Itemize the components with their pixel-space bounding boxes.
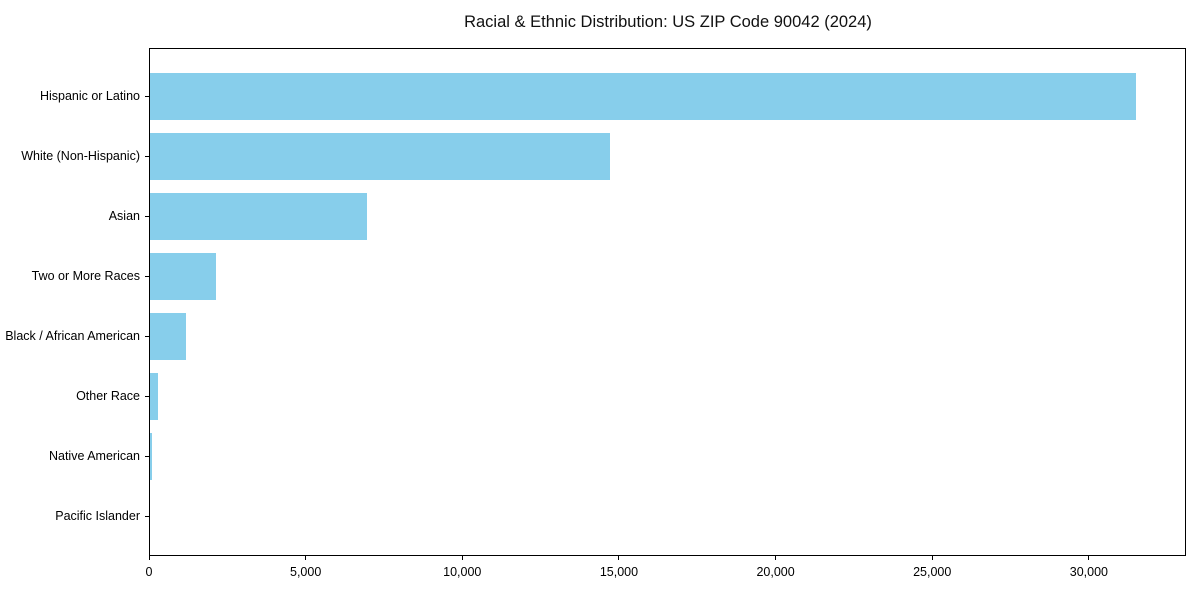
- y-tick-mark: [145, 395, 149, 397]
- y-tick-mark: [145, 155, 149, 157]
- x-tick-mark: [148, 556, 150, 560]
- x-tick-label-15000: 15,000: [599, 565, 639, 579]
- bar-native-american: [150, 432, 152, 480]
- plot-area: [149, 48, 1186, 556]
- y-tick-mark: [145, 215, 149, 217]
- x-tick-mark: [931, 556, 933, 560]
- bar-other-race: [150, 372, 159, 420]
- x-tick-label-0: 0: [145, 565, 153, 579]
- y-tick-label-other-race: Other Race: [76, 389, 140, 403]
- chart-title: Racial & Ethnic Distribution: US ZIP Cod…: [464, 13, 872, 31]
- bar-hispanic-or-latino: [150, 72, 1136, 120]
- y-tick-label-two-or-more-races: Two or More Races: [31, 269, 140, 283]
- y-tick-label-hispanic-or-latino: Hispanic or Latino: [39, 89, 140, 103]
- x-tick-label-25000: 25,000: [913, 565, 952, 579]
- y-tick-mark: [145, 275, 149, 277]
- y-tick-mark: [145, 335, 149, 337]
- y-tick-label-white-non-hispanic: White (Non-Hispanic): [21, 149, 140, 163]
- x-tick-label-10000: 10,000: [443, 565, 482, 579]
- x-tick-mark: [618, 556, 620, 560]
- bar-asian: [150, 192, 367, 240]
- bar-two-or-more-races: [150, 252, 217, 300]
- y-tick-label-native-american: Native American: [48, 449, 140, 463]
- y-tick-label-asian: Asian: [108, 209, 140, 223]
- y-tick-label-black-african-american: Black / African American: [5, 329, 140, 343]
- x-tick-label-5000: 5,000: [290, 565, 322, 579]
- bar-white-non-hispanic: [150, 132, 610, 180]
- x-tick-mark: [461, 556, 463, 560]
- x-tick-mark: [775, 556, 777, 560]
- x-tick-label-20000: 20,000: [756, 565, 795, 579]
- y-tick-mark: [145, 455, 149, 457]
- y-tick-mark: [145, 515, 149, 517]
- x-tick-mark: [1088, 556, 1090, 560]
- y-tick-label-pacific-islander: Pacific Islander: [55, 509, 140, 523]
- x-tick-label-30000: 30,000: [1069, 565, 1108, 579]
- y-tick-mark: [145, 95, 149, 97]
- bar-black-african-american: [150, 312, 186, 360]
- x-tick-mark: [305, 556, 307, 560]
